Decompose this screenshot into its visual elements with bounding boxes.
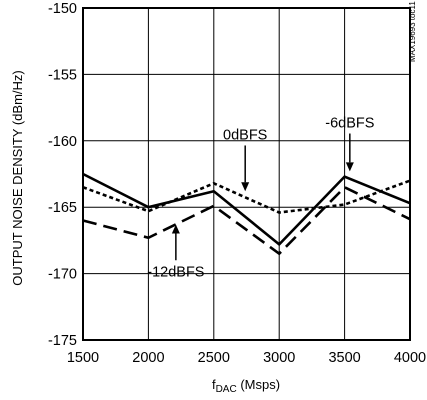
y-tick-label-5: -175	[48, 333, 77, 349]
series-line-3	[82, 185, 411, 256]
series-line-2	[82, 172, 411, 247]
annotation-arrowhead-2	[345, 162, 354, 172]
annotation-label-1: 0dBFS	[223, 127, 267, 143]
x-tick-label-2: 2500	[198, 350, 230, 366]
x-axis-title: fDAC (Msps)	[212, 377, 280, 395]
series-lines	[82, 172, 411, 256]
tick-labels: 1500 2000 2500 3000 3500 4000 -150 -155 -160 -165…	[48, 1, 426, 366]
annotation-arrowhead-3	[171, 224, 180, 234]
series-line-1	[82, 179, 411, 214]
x-axis-title-main: f	[212, 377, 216, 392]
x-tick-label-3: 3000	[263, 350, 295, 366]
x-tick-label-4: 3500	[328, 350, 360, 366]
annotations: 0dBFS -6dBFS -12dBFS	[147, 116, 374, 281]
annotation-label-2: -6dBFS	[325, 116, 374, 132]
x-axis-title-unit: (Msps)	[237, 377, 280, 392]
y-axis-title: OUTPUT NOISE DENSITY (dBm/Hz)	[10, 70, 25, 286]
y-tick-label-0: -150	[48, 1, 77, 17]
x-tick-label-5: 4000	[394, 350, 426, 366]
x-tick-label-0: 1500	[67, 350, 99, 366]
annotation-arrowhead-1	[241, 182, 250, 192]
plot-frame	[82, 7, 411, 341]
chart-code-label: MAX19693 toc11	[408, 1, 417, 62]
y-tick-label-2: -160	[48, 134, 77, 150]
grid-lines	[82, 7, 411, 341]
x-axis-title-subscript: DAC	[216, 384, 237, 395]
y-tick-label-1: -155	[48, 67, 77, 83]
y-tick-label-4: -170	[48, 267, 77, 283]
x-tick-label-1: 2000	[132, 350, 164, 366]
annotation-label-3: -12dBFS	[147, 264, 204, 280]
y-tick-label-3: -165	[48, 200, 77, 216]
